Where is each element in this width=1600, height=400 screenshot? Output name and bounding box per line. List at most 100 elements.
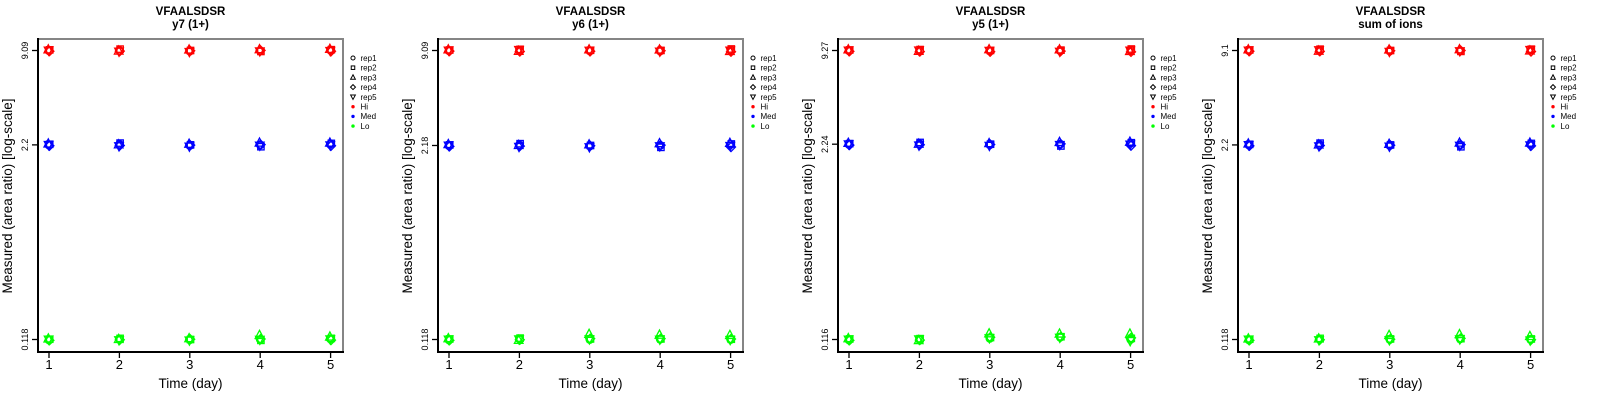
data-point — [1242, 332, 1254, 343]
svg-text:rep5: rep5 — [761, 93, 778, 102]
svg-text:rep1: rep1 — [1561, 54, 1578, 63]
svg-text:sum of ions: sum of ions — [1358, 19, 1423, 31]
svg-text:rep5: rep5 — [1561, 93, 1578, 102]
data-point — [1243, 335, 1254, 346]
data-point — [654, 47, 666, 58]
svg-text:rep4: rep4 — [1161, 83, 1178, 92]
data-point — [1124, 46, 1136, 57]
data-point — [843, 140, 854, 151]
data-point — [184, 47, 195, 59]
svg-text:1: 1 — [845, 357, 852, 372]
legend-dot-med — [1151, 114, 1155, 119]
svg-text:5: 5 — [327, 357, 334, 372]
x-axis: 1 2 3 4 5 — [45, 352, 334, 372]
data-point — [1243, 45, 1255, 57]
plot-box — [837, 38, 1144, 353]
data-point — [1124, 140, 1136, 151]
svg-text:Lo: Lo — [361, 122, 370, 131]
data-point — [1313, 336, 1325, 347]
data-point — [254, 328, 265, 340]
data-point — [584, 143, 595, 154]
svg-text:Time (day): Time (day) — [158, 376, 222, 391]
legend-dot-hi — [1551, 105, 1555, 109]
data-point — [913, 335, 925, 346]
svg-text:Time (day): Time (day) — [558, 376, 622, 391]
svg-text:5: 5 — [727, 357, 734, 372]
svg-text:5: 5 — [1127, 357, 1134, 372]
svg-text:3: 3 — [986, 357, 993, 372]
data-point — [724, 141, 736, 152]
svg-text:y7 (1+): y7 (1+) — [172, 19, 209, 31]
svg-text:rep2: rep2 — [761, 64, 778, 73]
svg-text:Lo: Lo — [1561, 122, 1570, 131]
svg-text:0.118: 0.118 — [420, 329, 430, 351]
data-points — [42, 42, 337, 347]
data-point — [583, 327, 595, 339]
data-point — [1125, 332, 1137, 344]
svg-text:rep4: rep4 — [1561, 83, 1578, 92]
svg-text:3: 3 — [1386, 357, 1393, 372]
svg-text:rep1: rep1 — [361, 54, 378, 63]
legend-dot-hi — [1151, 105, 1155, 109]
svg-text:3: 3 — [186, 357, 193, 372]
y-axis: 9.09 2.2 0.118 — [20, 42, 38, 350]
svg-text:2.24: 2.24 — [820, 135, 830, 153]
svg-text:Med: Med — [361, 112, 377, 121]
plot-box — [1237, 38, 1544, 353]
svg-text:y6 (1+): y6 (1+) — [572, 19, 609, 31]
x-axis: 1 2 3 4 5 — [845, 352, 1134, 372]
svg-text:9.09: 9.09 — [420, 42, 430, 60]
x-axis: 1 2 3 4 5 — [445, 352, 734, 372]
data-point — [443, 335, 454, 346]
svg-text:Hi: Hi — [361, 103, 369, 112]
svg-text:Measured (area ratio) [log-sca: Measured (area ratio) [log-scale] — [800, 98, 815, 293]
svg-text:rep4: rep4 — [361, 83, 378, 92]
svg-text:Time (day): Time (day) — [958, 376, 1022, 391]
svg-text:3: 3 — [586, 357, 593, 372]
data-point — [724, 335, 736, 346]
data-point — [1243, 140, 1254, 152]
data-point — [842, 43, 854, 54]
svg-text:4: 4 — [657, 357, 664, 372]
svg-text:rep2: rep2 — [361, 64, 378, 73]
data-point — [1524, 141, 1536, 152]
x-axis: 1 2 3 4 5 — [1245, 352, 1534, 372]
svg-text:2: 2 — [1316, 357, 1323, 372]
svg-text:2: 2 — [516, 357, 523, 372]
data-point — [43, 45, 55, 57]
data-point — [1054, 333, 1066, 344]
data-point — [43, 46, 54, 57]
svg-text:2.2: 2.2 — [20, 139, 30, 152]
svg-text:9.1: 9.1 — [1220, 44, 1230, 57]
svg-text:rep5: rep5 — [1161, 93, 1178, 102]
data-point — [583, 43, 595, 54]
data-point — [324, 141, 336, 152]
data-point — [513, 142, 525, 153]
data-point — [184, 142, 195, 153]
axis-labels: Time (day) Measured (area ratio) [log-sca… — [0, 98, 223, 391]
data-point — [43, 335, 54, 346]
svg-text:Lo: Lo — [761, 122, 770, 131]
svg-text:Hi: Hi — [1161, 103, 1169, 112]
data-point — [42, 332, 54, 343]
data-point — [113, 47, 125, 58]
data-point — [1454, 335, 1466, 346]
svg-text:Med: Med — [1161, 112, 1177, 121]
data-point — [443, 46, 454, 57]
data-point — [1524, 336, 1536, 347]
data-point — [1243, 46, 1254, 57]
svg-text:rep2: rep2 — [1561, 64, 1578, 73]
data-point — [1384, 142, 1395, 153]
data-point — [724, 328, 736, 340]
svg-text:5: 5 — [1527, 357, 1534, 372]
axis-labels: Time (day) Measured (area ratio) [log-sca… — [800, 98, 1023, 391]
svg-text:1: 1 — [45, 357, 52, 372]
data-point — [442, 43, 454, 54]
y-axis: 9.27 2.24 0.116 — [820, 42, 838, 350]
